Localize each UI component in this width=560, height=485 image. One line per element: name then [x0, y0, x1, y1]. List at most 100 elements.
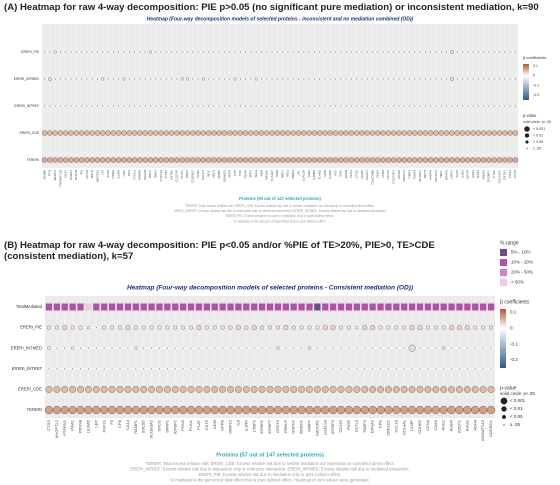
cell-dot — [459, 347, 460, 349]
pct-cell — [235, 303, 242, 311]
cell-circle — [364, 130, 370, 136]
cell-dot — [166, 368, 168, 370]
cell-circle — [406, 157, 413, 163]
pct-cell — [243, 303, 250, 311]
cell-circle — [442, 346, 446, 350]
x-tick-label: SOST — [64, 170, 68, 178]
cell-dot — [419, 368, 421, 370]
cell-circle — [108, 405, 117, 415]
cell-dot — [107, 51, 109, 53]
x-tick-label: PON3 — [180, 419, 185, 431]
cell-circle — [69, 385, 77, 393]
footnote: TERERI: Total excess relative risk; ERER… — [185, 204, 375, 208]
cell-circle — [298, 385, 305, 393]
cell-circle — [47, 130, 53, 136]
cell-circle — [409, 325, 415, 331]
pct-legend-label: 5% - 10% — [511, 250, 531, 255]
cell-dot — [387, 368, 389, 370]
cell-circle — [465, 130, 471, 136]
cell-dot — [134, 51, 136, 53]
pct-cell — [219, 303, 226, 311]
cell-circle — [254, 77, 258, 81]
cell-circle — [471, 385, 479, 393]
pct-cell — [45, 303, 53, 311]
cell-circle — [121, 157, 127, 163]
x-tick-label: CFB — [117, 420, 122, 428]
x-tick-label: CNTN5 — [169, 170, 173, 180]
cell-dot — [482, 368, 484, 370]
cell-dot — [160, 78, 162, 80]
cell-circle — [449, 130, 455, 136]
cell-circle — [70, 325, 75, 330]
cell-dot — [127, 347, 129, 349]
cell-dot — [60, 51, 61, 53]
pct-cell — [290, 303, 297, 311]
cell-dot — [81, 105, 83, 107]
cell-circle — [218, 405, 227, 415]
x-tick-label: TFPI — [233, 170, 237, 177]
cell-circle — [187, 405, 196, 415]
cell-dot — [266, 105, 268, 107]
cell-dot — [81, 78, 83, 80]
cell-dot — [483, 51, 485, 53]
cell-dot — [91, 105, 93, 107]
cell-circle — [174, 130, 180, 136]
cell-dot — [171, 105, 173, 107]
cell-dot — [149, 105, 151, 107]
pct-cell — [464, 303, 471, 311]
cell-dot — [107, 105, 109, 107]
cell-circle — [394, 325, 399, 330]
cell-circle — [94, 130, 101, 136]
cell-dot — [222, 368, 224, 370]
cell-circle — [101, 77, 105, 81]
cell-dot — [356, 368, 358, 370]
cell-dot — [224, 105, 225, 107]
pct-cell — [172, 303, 179, 311]
cell-circle — [110, 130, 117, 136]
cell-dot — [514, 51, 516, 53]
cell-circle — [211, 385, 219, 393]
cell-dot — [176, 105, 178, 107]
cell-circle — [147, 405, 156, 415]
cell-dot — [160, 51, 162, 53]
cell-dot — [514, 78, 516, 80]
x-tick-label: TNFRSF11B — [58, 170, 62, 187]
cell-dot — [70, 51, 72, 53]
x-tick-label: EGFR — [344, 169, 348, 178]
x-tick-label: IGFBP1 — [259, 419, 264, 434]
cell-dot — [324, 51, 326, 53]
cell-dot — [269, 347, 271, 349]
cell-circle — [258, 385, 266, 393]
cell-dot — [128, 78, 130, 80]
cell-circle — [291, 325, 296, 330]
pct-cell — [266, 303, 274, 311]
cell-circle — [274, 130, 281, 136]
pct-legend-swatch — [500, 259, 507, 266]
cell-dot — [329, 105, 331, 107]
x-tick-label: TIMP4 — [407, 170, 411, 179]
cell-circle — [46, 325, 51, 330]
cell-dot — [245, 347, 247, 349]
cell-dot — [224, 51, 225, 53]
cell-dot — [261, 368, 263, 370]
cell-circle — [480, 157, 487, 163]
cell-dot — [91, 78, 93, 80]
cell-dot — [403, 347, 405, 349]
cell-dot — [424, 105, 426, 107]
cell-circle — [187, 385, 195, 393]
cell-circle — [355, 325, 359, 330]
row-label: ERERI_INTMED — [11, 345, 42, 350]
cell-circle — [441, 325, 446, 330]
cell-circle — [153, 130, 159, 136]
cell-circle — [125, 325, 131, 331]
pct-cell — [156, 303, 163, 311]
colorbar-tick-label: -0.2 — [510, 357, 518, 362]
cell-dot — [285, 347, 287, 349]
beta-legend-title: β coefficients — [500, 299, 530, 305]
cell-circle — [487, 385, 495, 393]
cell-circle — [380, 157, 386, 163]
x-tick-label: SSC5D — [141, 420, 146, 433]
cell-circle — [45, 385, 53, 393]
cell-dot — [319, 78, 321, 80]
cell-circle — [234, 405, 243, 415]
